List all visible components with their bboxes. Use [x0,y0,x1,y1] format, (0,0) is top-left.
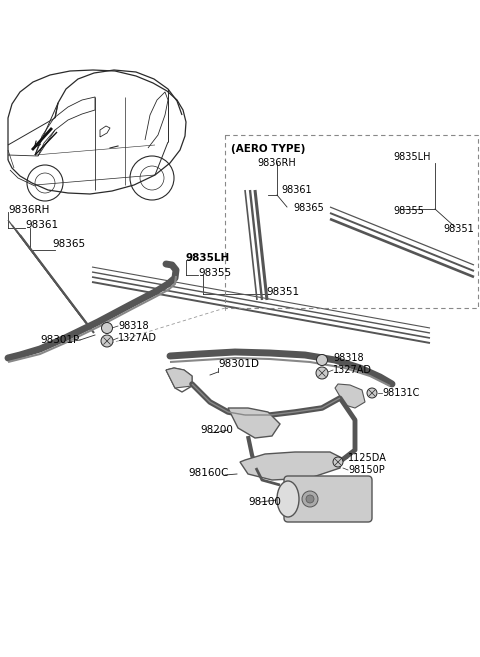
Text: 9836RH: 9836RH [257,158,296,168]
Text: 98100: 98100 [248,497,281,507]
Bar [225,135,478,308]
Text: 9835LH: 9835LH [393,152,431,162]
Circle shape [306,495,314,503]
Text: 9835LH: 9835LH [186,253,230,263]
Ellipse shape [277,481,299,517]
Text: 98160C: 98160C [188,468,228,478]
Circle shape [316,367,328,379]
Circle shape [316,355,327,365]
Text: 98131C: 98131C [382,388,420,398]
Circle shape [101,323,112,334]
Text: 98355: 98355 [393,206,424,216]
Text: 98150P: 98150P [348,465,385,475]
Text: 1327AD: 1327AD [118,333,157,343]
Text: 1125DA: 1125DA [348,453,387,463]
Text: 98361: 98361 [281,185,312,195]
Polygon shape [335,384,365,408]
Text: 1327AD: 1327AD [333,365,372,375]
Text: 98301D: 98301D [218,359,259,369]
Circle shape [367,388,377,398]
Polygon shape [166,368,192,388]
Polygon shape [240,452,342,480]
Text: 98361: 98361 [25,220,58,230]
Text: 98301P: 98301P [40,335,79,345]
Circle shape [333,457,343,467]
FancyBboxPatch shape [284,476,372,522]
Text: 98318: 98318 [118,321,149,331]
Circle shape [302,491,318,507]
Text: 9836RH: 9836RH [8,205,49,215]
Text: 98365: 98365 [52,239,85,249]
Text: 98351: 98351 [266,287,299,297]
Text: 98355: 98355 [198,268,231,278]
Text: 98351: 98351 [443,224,474,234]
Polygon shape [228,408,280,438]
Text: 98200: 98200 [200,425,233,435]
Circle shape [101,335,113,347]
Text: (AERO TYPE): (AERO TYPE) [231,144,305,154]
Text: 98365: 98365 [293,203,324,213]
Text: 98318: 98318 [333,353,364,363]
